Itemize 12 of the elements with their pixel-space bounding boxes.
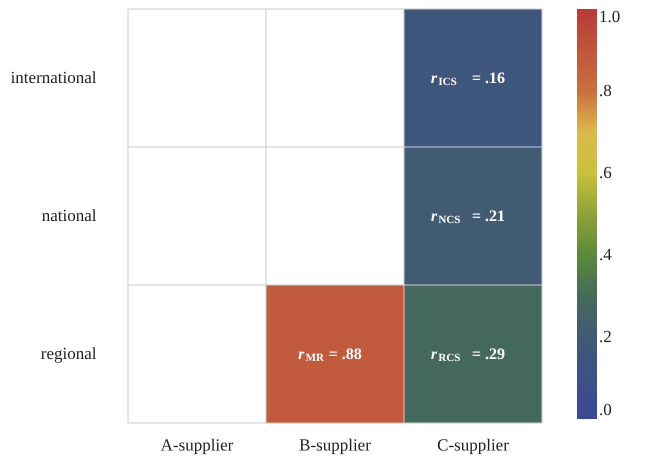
color-bar-label: 1.0 xyxy=(599,7,620,26)
y-tick-label: national xyxy=(42,206,97,225)
y-tick-label: regional xyxy=(40,344,97,363)
x-tick-label: B-supplier xyxy=(299,436,372,454)
x-tick-label: C-supplier xyxy=(437,436,510,454)
x-tick-label: A-supplier xyxy=(160,436,234,454)
color-bar-label: .6 xyxy=(599,163,612,182)
color-bar-label: .2 xyxy=(599,327,612,346)
color-bar-label: .0 xyxy=(599,400,612,419)
color-bar-label: .4 xyxy=(599,245,612,264)
color-bar-label: .8 xyxy=(599,81,612,100)
y-tick-label: international xyxy=(10,68,97,87)
